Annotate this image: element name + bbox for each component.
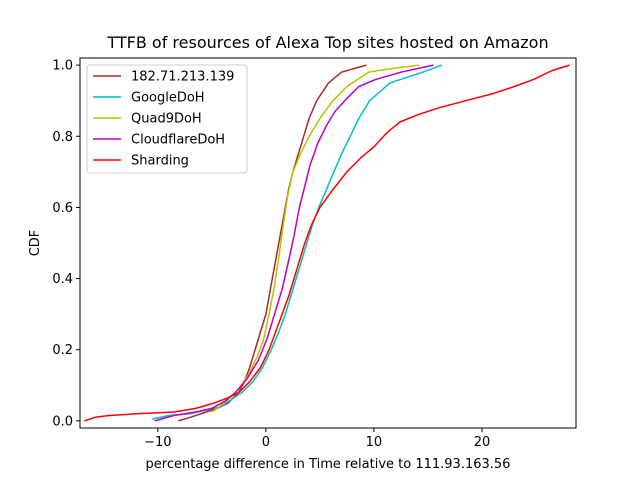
y-tick-label: 0.4 xyxy=(52,272,73,287)
legend-label: 182.71.213.139 xyxy=(131,70,234,85)
x-axis-label: percentage difference in Time relative t… xyxy=(146,457,511,472)
plot-frame xyxy=(79,57,577,429)
legend: 182.71.213.139 GoogleDoH Quad9DoH Cloudflar… xyxy=(86,64,248,174)
legend-label: Quad9DoH xyxy=(131,112,202,127)
series-line-4 xyxy=(84,64,570,422)
y-axis-label: CDF xyxy=(28,230,43,257)
y-tick-label: 0.8 xyxy=(52,130,73,145)
series-line-3 xyxy=(154,64,434,422)
y-tick-label: 0.6 xyxy=(52,201,73,216)
x-tick-label: 20 xyxy=(474,435,491,450)
y-axis: 0.0 0.2 0.4 0.6 0.8 1.0 xyxy=(52,59,80,429)
y-tick-label: 0.2 xyxy=(52,343,73,358)
legend-box xyxy=(86,64,248,174)
chart-title: TTFB of resources of Alexa Top sites hos… xyxy=(106,33,548,52)
legend-label: Sharding xyxy=(131,154,189,169)
y-tick-label: 0.0 xyxy=(52,414,73,429)
x-tick-label: 0 xyxy=(262,435,270,450)
plot-lines xyxy=(84,64,570,422)
legend-entries: 182.71.213.139 GoogleDoH Quad9DoH Cloudflar… xyxy=(93,70,234,169)
series-line-1 xyxy=(152,64,443,420)
x-tick-label: −10 xyxy=(144,435,171,450)
y-tick-label: 1.0 xyxy=(52,59,73,74)
x-axis: −10 0 10 20 xyxy=(144,428,490,450)
x-tick-label: 10 xyxy=(366,435,383,450)
legend-label: CloudflareDoH xyxy=(131,133,225,148)
legend-label: GoogleDoH xyxy=(131,91,205,106)
